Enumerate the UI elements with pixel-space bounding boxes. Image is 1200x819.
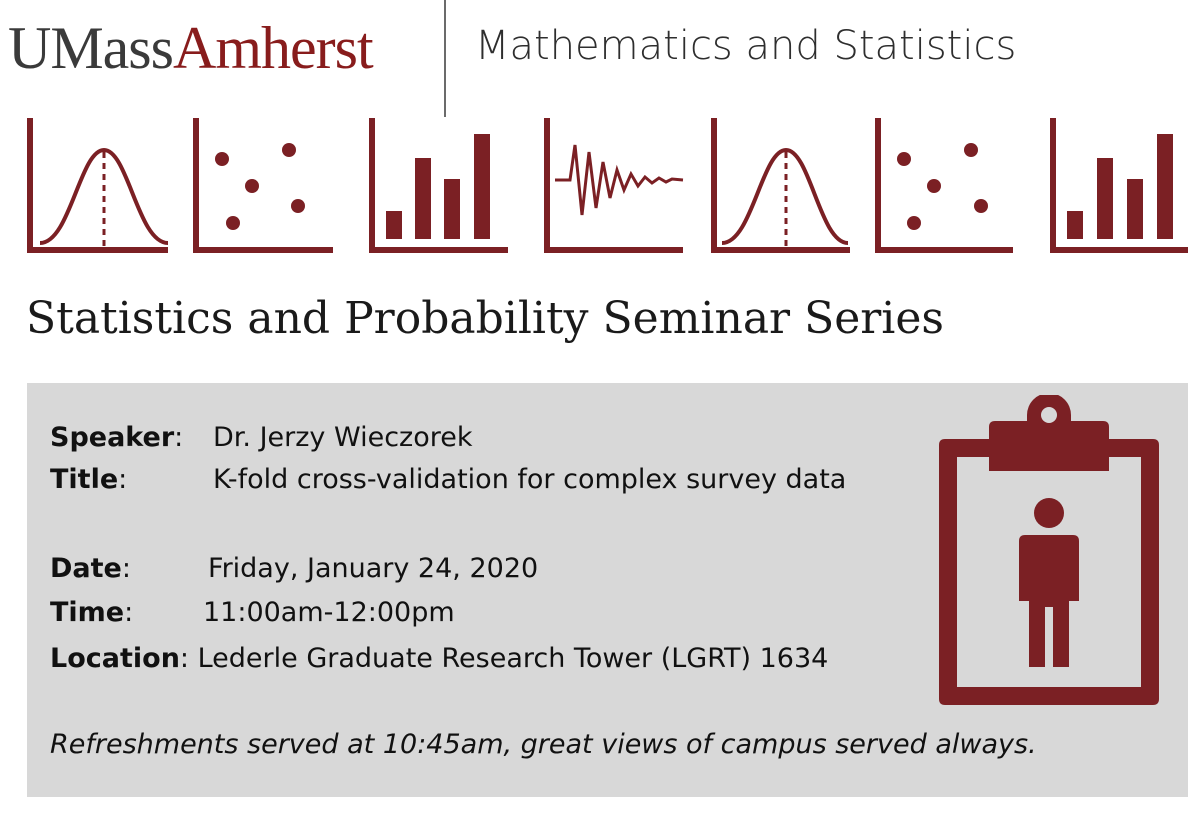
- speaker-row: Speaker: Dr. Jerzy Wieczorek: [50, 418, 473, 458]
- title-value: K-fold cross-validation for complex surv…: [213, 464, 847, 495]
- date-value: Friday, January 24, 2020: [208, 553, 539, 584]
- normal-distribution-icon: [711, 118, 850, 253]
- scatter-plot-icon: [193, 118, 333, 253]
- date-label: Date: [50, 553, 122, 584]
- title-label: Title: [50, 464, 119, 495]
- normal-distribution-icon: [27, 118, 169, 253]
- bar-chart-icon: [1050, 118, 1188, 253]
- location-label: Location: [50, 643, 180, 674]
- department-name: Mathematics and Statistics: [475, 23, 1017, 69]
- clipboard-person-icon: [939, 395, 1159, 705]
- time-value: 11:00am-12:00pm: [203, 597, 455, 628]
- statistics-icon-strip: [27, 118, 1188, 253]
- damped-oscillation-icon: [544, 118, 684, 253]
- location-row: Location: Lederle Graduate Research Towe…: [50, 643, 829, 674]
- date-row: Date: Friday, January 24, 2020: [50, 549, 538, 589]
- seminar-series-title: Statistics and Probability Seminar Serie…: [26, 293, 944, 344]
- scatter-plot-icon: [875, 118, 1013, 253]
- header-divider: [444, 0, 446, 117]
- seminar-details-panel: Speaker: Dr. Jerzy Wieczorek Title: K-fo…: [27, 383, 1188, 797]
- speaker-value: Dr. Jerzy Wieczorek: [213, 422, 473, 453]
- location-value: Lederle Graduate Research Tower (LGRT) 1…: [197, 643, 829, 674]
- logo-text-amherst: Amherst: [173, 15, 374, 81]
- time-label: Time: [50, 597, 125, 628]
- logo-text-umass: UMass: [8, 15, 174, 81]
- umass-amherst-logo: UMassAmherst: [8, 8, 374, 88]
- time-row: Time: 11:00am-12:00pm: [50, 593, 455, 633]
- bar-chart-icon: [369, 118, 508, 253]
- title-row: Title: K-fold cross-validation for compl…: [50, 460, 846, 500]
- refreshments-note: Refreshments served at 10:45am, great vi…: [50, 729, 1037, 760]
- speaker-label: Speaker: [50, 422, 175, 453]
